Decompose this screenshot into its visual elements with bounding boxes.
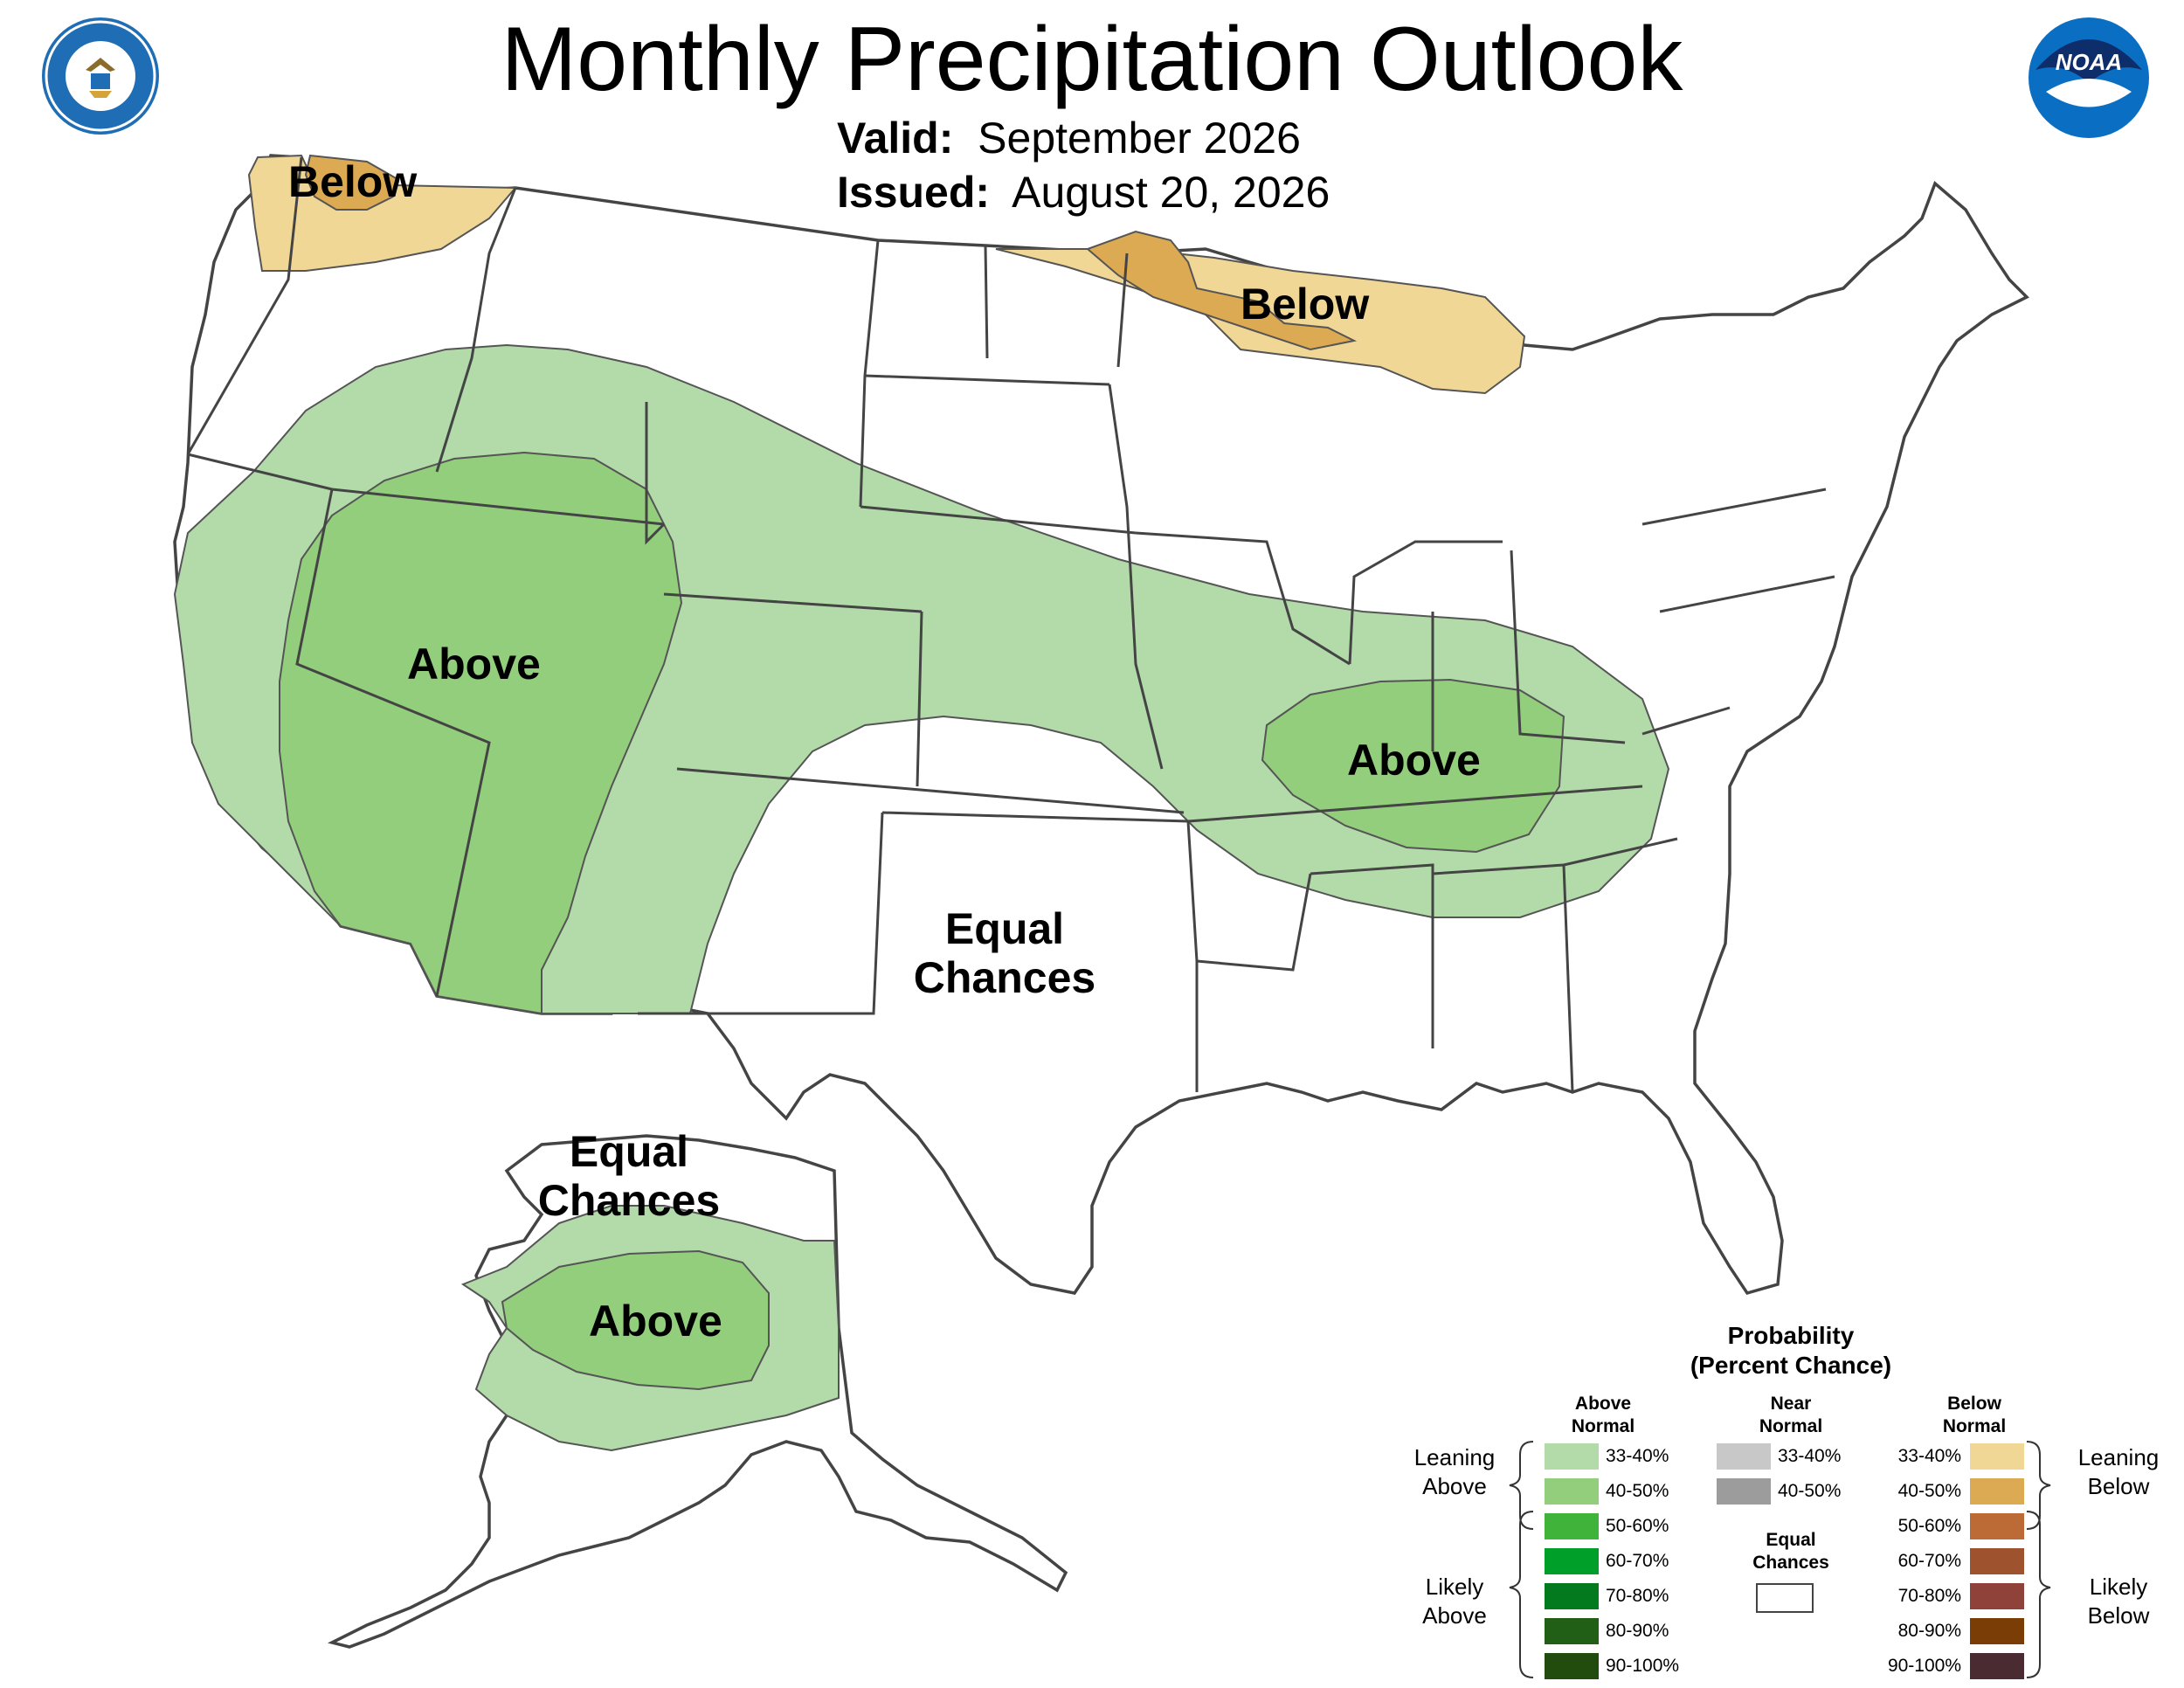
legend-swatch-below-40_50 — [1970, 1478, 2024, 1505]
legend-title-line1: Probability — [1727, 1322, 1855, 1349]
legend-swatch-above-60_70 — [1545, 1548, 1599, 1574]
legend-swatch-below-70_80 — [1970, 1583, 2024, 1609]
legend-near-header: Near Normal — [1734, 1393, 1848, 1438]
label-above-ohio-valley: Above — [1347, 736, 1481, 785]
legend-swatch-below-50_60 — [1970, 1513, 2024, 1539]
legend-above-header: Above Normal — [1546, 1393, 1660, 1438]
legend-swatch-below-90_100 — [1970, 1653, 2024, 1679]
equal-chances-alaska-line1: Equal — [569, 1127, 689, 1176]
legend-swatch-above-70_80 — [1545, 1583, 1599, 1609]
legend-label-above-70_80: 70-80% — [1606, 1586, 1669, 1606]
legend-swatch-below-60_70 — [1970, 1548, 2024, 1574]
legend-label-near-33_40: 33-40% — [1778, 1446, 1842, 1466]
legend-label-above-60_70: 60-70% — [1606, 1551, 1669, 1571]
label-equal-chances-alaska: Equal Chances — [533, 1127, 725, 1225]
legend-swatch-above-50_60 — [1545, 1513, 1599, 1539]
likely-above-line1: Likely — [1425, 1574, 1484, 1600]
likely-above-line2: Above — [1422, 1602, 1487, 1629]
likely-below-line2: Below — [2087, 1602, 2150, 1629]
legend-below-header: Below Normal — [1918, 1393, 2031, 1438]
legend-below-header-line1: Below — [1947, 1394, 2001, 1414]
page-title: Monthly Precipitation Outlook — [501, 9, 1683, 110]
valid-value: September 2026 — [978, 114, 1301, 163]
legend-label-below-70_80: 70-80% — [1897, 1586, 1961, 1606]
legend-label-above-33_40: 33-40% — [1606, 1446, 1669, 1466]
label-below-great-lakes: Below — [1241, 280, 1370, 329]
legend-title: Probability (Percent Chance) — [1660, 1321, 1922, 1380]
state-boundaries — [186, 156, 1835, 1093]
legend-equal-chances-swatch — [1756, 1583, 1814, 1613]
legend-label-above-90_100: 90-100% — [1606, 1656, 1680, 1676]
issued-line: Issued: August 20, 2026 — [837, 166, 1330, 218]
legend-label-below-40_50: 40-50% — [1897, 1481, 1961, 1501]
below-northwest-40-50 — [304, 154, 399, 211]
legend-swatch-near-33_40 — [1717, 1443, 1771, 1470]
equal-chances-south-line2: Chances — [913, 953, 1096, 1002]
commerce-seal-icon — [45, 20, 156, 132]
equal-chances-south-line1: Equal — [944, 904, 1065, 953]
legend-leaning-above: Leaning Above — [1402, 1443, 1507, 1501]
issued-value: August 20, 2026 — [1012, 168, 1330, 217]
legend-label-near-40_50: 40-50% — [1778, 1481, 1842, 1501]
leaning-below-line1: Leaning — [2077, 1444, 2160, 1470]
legend-swatch-above-33_40 — [1545, 1443, 1599, 1470]
legend-equal-chances: Equal Chances — [1730, 1529, 1852, 1574]
legend-leaning-below: Leaning Below — [2066, 1443, 2171, 1501]
noaa-logo-text: NOAA — [2055, 49, 2123, 75]
equal-chances-alaska-line2: Chances — [537, 1176, 721, 1225]
legend-label-below-33_40: 33-40% — [1897, 1446, 1961, 1466]
label-equal-chances-south: Equal Chances — [909, 904, 1101, 1002]
legend-swatch-near-40_50 — [1717, 1478, 1771, 1505]
noaa-logo: NOAA — [2028, 17, 2149, 138]
valid-line: Valid: September 2026 — [837, 112, 1301, 164]
legend-swatch-below-33_40 — [1970, 1443, 2024, 1470]
legend-label-below-50_60: 50-60% — [1897, 1516, 1961, 1536]
label-above-alaska: Above — [589, 1297, 722, 1346]
legend-label-above-80_90: 80-90% — [1606, 1621, 1669, 1641]
legend-above-header-line2: Normal — [1571, 1416, 1635, 1436]
legend-likely-above: Likely Above — [1402, 1573, 1507, 1630]
legend-label-below-90_100: 90-100% — [1887, 1656, 1961, 1676]
legend-swatch-above-40_50 — [1545, 1478, 1599, 1505]
legend-label-below-60_70: 60-70% — [1897, 1551, 1961, 1571]
legend-below-header-line2: Normal — [1942, 1416, 2007, 1436]
legend-label-above-50_60: 50-60% — [1606, 1516, 1669, 1536]
legend-label-below-80_90: 80-90% — [1897, 1621, 1961, 1641]
noaa-icon — [2031, 20, 2146, 135]
commerce-seal-logo — [42, 17, 159, 135]
legend-near-header-line1: Near — [1770, 1394, 1812, 1414]
valid-label: Valid: — [837, 114, 954, 163]
label-below-northwest: Below — [288, 157, 418, 206]
leaning-below-line2: Below — [2087, 1473, 2150, 1499]
above-west-40-50 — [279, 451, 683, 1015]
leaning-above-line2: Above — [1422, 1473, 1487, 1499]
label-above-west: Above — [407, 640, 541, 688]
legend-swatch-above-90_100 — [1545, 1653, 1599, 1679]
issued-label: Issued: — [837, 168, 991, 217]
legend-equal-chances-line1: Equal — [1766, 1530, 1816, 1550]
legend-likely-below: Likely Below — [2066, 1573, 2171, 1630]
legend-equal-chances-line2: Chances — [1752, 1553, 1829, 1573]
legend-swatch-below-80_90 — [1970, 1618, 2024, 1644]
likely-below-line1: Likely — [2089, 1574, 2148, 1600]
legend-title-line2: (Percent Chance) — [1690, 1352, 1892, 1379]
legend-swatch-above-80_90 — [1545, 1618, 1599, 1644]
above-alaska-40-50 — [501, 1249, 770, 1391]
legend-near-header-line2: Normal — [1759, 1416, 1823, 1436]
leaning-above-line1: Leaning — [1413, 1444, 1496, 1470]
legend-label-above-40_50: 40-50% — [1606, 1481, 1669, 1501]
legend-above-header-line1: Above — [1574, 1394, 1632, 1414]
below-great-lakes-40-50 — [1086, 230, 1358, 351]
